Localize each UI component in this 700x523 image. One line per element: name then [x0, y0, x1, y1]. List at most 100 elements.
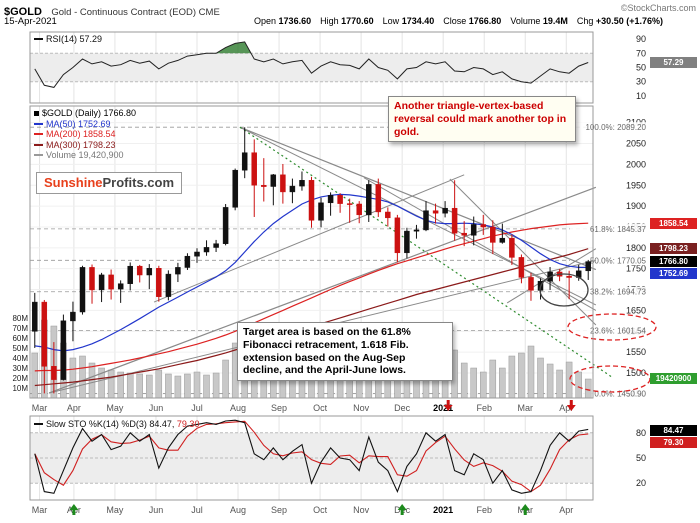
sto-d-badge: 79.30: [650, 437, 697, 448]
svg-text:Jul: Jul: [191, 403, 203, 413]
svg-text:Apr: Apr: [559, 505, 573, 515]
svg-text:May: May: [106, 505, 124, 515]
legend-gold: $GOLD (Daily) 1766.80: [34, 108, 136, 119]
svg-text:Feb: Feb: [476, 505, 492, 515]
svg-text:Nov: Nov: [353, 403, 370, 413]
legend-ma200-swatch-icon: [34, 133, 43, 135]
svg-text:61.8%: 1845.37: 61.8%: 1845.37: [590, 225, 647, 234]
svg-text:50: 50: [636, 453, 646, 463]
chart-header: $GOLD Gold - Continuous Contract (EOD) C…: [4, 2, 696, 18]
svg-text:Sep: Sep: [271, 403, 287, 413]
svg-text:Mar: Mar: [517, 403, 533, 413]
svg-text:Dec: Dec: [394, 403, 411, 413]
quote-change: Chg +30.50 (+1.76%): [576, 16, 663, 26]
svg-text:1500: 1500: [626, 368, 646, 378]
svg-text:10M: 10M: [12, 384, 28, 393]
candlesticks: [32, 127, 591, 394]
svg-text:10: 10: [636, 91, 646, 101]
svg-text:30M: 30M: [12, 364, 28, 373]
copyright: ©StockCharts.com: [620, 3, 696, 13]
svg-text:90: 90: [636, 34, 646, 44]
sto-legend-swatch-icon: [34, 423, 43, 425]
svg-text:1650: 1650: [626, 305, 646, 315]
legend-ma300-swatch-icon: [34, 143, 43, 146]
sto-label: Slow STO %K(14) %D(3): [46, 419, 147, 429]
quote-row: 15-Apr-2021 Open 1736.60 High 1770.60 Lo…: [4, 16, 696, 27]
legend-volume: Volume 19,420,900: [34, 150, 136, 161]
ma300-price-badge: 1798.23: [650, 243, 697, 254]
svg-text:50.0%: 1770.05: 50.0%: 1770.05: [590, 256, 647, 265]
svg-text:70: 70: [636, 48, 646, 58]
svg-text:Feb: Feb: [476, 403, 492, 413]
svg-text:Apr: Apr: [559, 403, 573, 413]
annotation-target-area: Target area is based on the 61.8% Fibona…: [237, 322, 453, 382]
annotation-triangle-vertex: Another triangle-vertex-based reversal c…: [388, 96, 576, 143]
legend-volume-swatch-icon: [34, 154, 43, 156]
svg-text:1900: 1900: [626, 201, 646, 211]
rsi-overbought-fill: [206, 41, 252, 54]
svg-text:100.0%: 2089.20: 100.0%: 2089.20: [586, 123, 647, 132]
svg-text:50: 50: [636, 63, 646, 73]
svg-text:70M: 70M: [12, 324, 28, 333]
svg-text:20M: 20M: [12, 374, 28, 383]
svg-text:23.6%: 1601.54: 23.6%: 1601.54: [590, 327, 647, 336]
rsi-value-badge: 57.29: [650, 57, 697, 68]
svg-text:Sep: Sep: [271, 505, 287, 515]
svg-text:80M: 80M: [12, 314, 28, 323]
legend-gold-swatch-icon: [34, 111, 39, 116]
sunshine-profits-watermark: SunshineProfits.com: [36, 172, 183, 194]
rsi-panel-header: RSI(14) 57.29: [34, 34, 102, 44]
legend-ma200: MA(200) 1858.54: [34, 129, 136, 140]
svg-text:Apr: Apr: [67, 403, 81, 413]
svg-text:Aug: Aug: [230, 403, 246, 413]
sto-k-badge: 84.47: [650, 425, 697, 436]
svg-text:40M: 40M: [12, 354, 28, 363]
quote-low: Low 1734.40: [382, 16, 435, 26]
volume-value-badge: 19420900: [650, 373, 697, 384]
svg-text:Jun: Jun: [149, 505, 164, 515]
sto-panel-header: Slow STO %K(14) %D(3) 84.47, 79.30: [34, 419, 199, 429]
quote-close: Close 1766.80: [443, 16, 502, 26]
svg-text:20: 20: [636, 478, 646, 488]
quote-volume: Volume 19.4M: [510, 16, 568, 26]
svg-text:1800: 1800: [626, 243, 646, 253]
svg-text:Oct: Oct: [313, 403, 328, 413]
svg-text:Jun: Jun: [149, 403, 164, 413]
quote-date: 15-Apr-2021: [4, 16, 57, 27]
svg-text:30: 30: [636, 77, 646, 87]
svg-text:Oct: Oct: [313, 505, 328, 515]
svg-text:2050: 2050: [626, 139, 646, 149]
ma50-price-badge: 1752.69: [650, 268, 697, 279]
sto-d-value: 79.30: [176, 419, 200, 429]
legend-ma50: MA(50) 1752.69: [34, 119, 136, 130]
rsi-legend-swatch-icon: [34, 38, 43, 40]
svg-text:Nov: Nov: [353, 505, 370, 515]
svg-text:2021: 2021: [433, 505, 453, 515]
svg-text:60M: 60M: [12, 334, 28, 343]
svg-text:2000: 2000: [626, 159, 646, 169]
svg-text:1950: 1950: [626, 180, 646, 190]
svg-text:1550: 1550: [626, 347, 646, 357]
svg-text:May: May: [106, 403, 124, 413]
svg-text:1750: 1750: [626, 264, 646, 274]
sto-k-value: 84.47: [149, 419, 172, 429]
svg-text:Mar: Mar: [32, 505, 48, 515]
quote-open: Open 1736.60: [254, 16, 312, 26]
legend-ma50-swatch-icon: [34, 122, 43, 125]
last-price-badge: 1766.80: [650, 256, 697, 267]
ma200-price-badge: 1858.54: [650, 218, 697, 229]
svg-text:Aug: Aug: [230, 505, 246, 515]
symbol: $GOLD: [4, 6, 42, 18]
svg-text:50M: 50M: [12, 344, 28, 353]
svg-text:Mar: Mar: [32, 403, 48, 413]
symbol-description: Gold - Continuous Contract (EOD) CME: [51, 7, 220, 18]
svg-text:0.0%: 1450.90: 0.0%: 1450.90: [594, 389, 646, 398]
main-legend: $GOLD (Daily) 1766.80 MA(50) 1752.69 MA(…: [34, 108, 136, 161]
svg-text:Jul: Jul: [191, 505, 203, 515]
svg-text:80: 80: [636, 428, 646, 438]
legend-ma300: MA(300) 1798.23: [34, 140, 136, 151]
svg-text:2021: 2021: [433, 403, 453, 413]
svg-text:38.2%: 1694.73: 38.2%: 1694.73: [590, 288, 647, 297]
quote-high: High 1770.60: [320, 16, 374, 26]
